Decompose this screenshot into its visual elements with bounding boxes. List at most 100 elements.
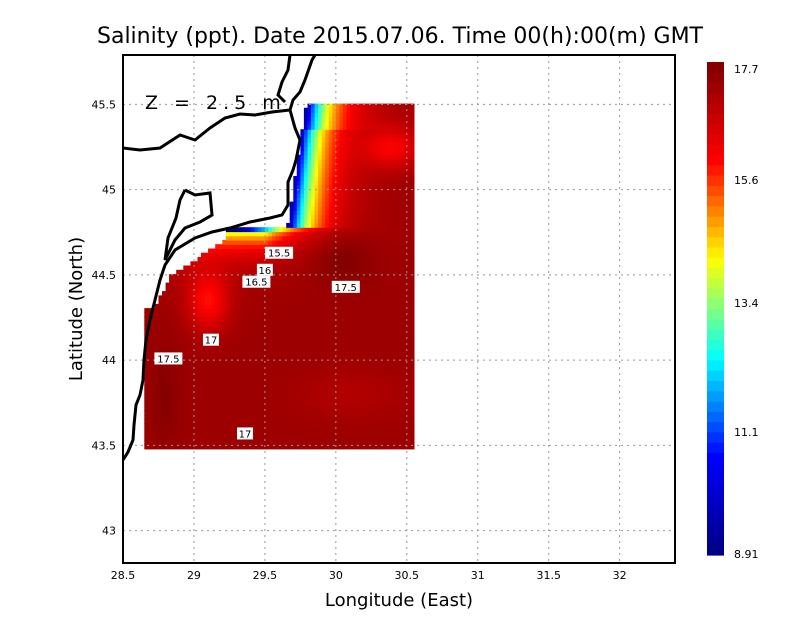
field-cell (183, 282, 188, 288)
x-tick-label: 30.5 (395, 569, 420, 582)
field-cell (332, 120, 337, 126)
field-cell (357, 350, 362, 356)
field-cell (268, 227, 273, 233)
field-cell (204, 346, 209, 352)
field-cell (307, 120, 312, 126)
field-cell (339, 367, 344, 373)
field-cell (275, 427, 280, 433)
field-cell (399, 265, 404, 271)
field-cell (229, 393, 234, 399)
field-cell (382, 193, 387, 198)
field-cell (289, 355, 294, 360)
field-cell (332, 346, 337, 352)
field-cell (289, 346, 294, 352)
field-cell (264, 355, 269, 360)
field-cell (286, 278, 291, 284)
field-cell (385, 342, 390, 348)
field-cell (350, 188, 355, 194)
field-cell (201, 372, 206, 377)
field-cell (254, 252, 259, 258)
field-cell (321, 338, 326, 343)
field-cell (382, 257, 387, 262)
field-cell (325, 141, 330, 147)
field-cell (247, 338, 252, 343)
field-cell (371, 214, 376, 220)
field-cell (225, 431, 230, 437)
field-cell (382, 338, 387, 343)
field-cell (403, 376, 408, 382)
field-cell (300, 316, 305, 322)
field-cell (233, 406, 238, 412)
field-cell (374, 355, 379, 360)
field-cell (328, 120, 333, 126)
field-cell (403, 252, 408, 258)
field-cell (389, 180, 394, 186)
field-cell (282, 303, 287, 309)
field-cell (357, 146, 362, 152)
field-cell (325, 269, 330, 275)
field-cell (396, 376, 401, 382)
field-cell (286, 436, 291, 441)
field-cell (335, 120, 340, 126)
field-cell (162, 414, 167, 420)
field-cell (158, 427, 163, 433)
field-cell (399, 235, 404, 241)
field-cell (204, 299, 209, 305)
field-cell (364, 350, 369, 356)
field-cell (272, 244, 277, 250)
field-cell (204, 359, 209, 365)
field-cell (396, 167, 401, 173)
field-cell (293, 333, 298, 339)
field-cell (264, 401, 269, 407)
field-cell (339, 380, 344, 386)
field-cell (346, 257, 351, 262)
field-cell (176, 423, 181, 429)
field-cell (172, 410, 177, 416)
field-cell (392, 235, 397, 241)
field-cell (318, 282, 323, 288)
field-cell (374, 406, 379, 412)
field-cell (172, 320, 177, 326)
field-cell (176, 376, 181, 382)
field-cell (247, 444, 252, 450)
field-cell (240, 359, 245, 365)
field-cell (194, 436, 199, 441)
field-cell (342, 367, 347, 373)
field-cell (201, 291, 206, 296)
field-cell (346, 124, 351, 130)
field-cell (353, 436, 358, 441)
field-cell (406, 389, 411, 394)
field-cell (275, 308, 280, 313)
field-cell (314, 295, 319, 301)
field-cell (286, 274, 291, 279)
field-cell (371, 231, 376, 237)
field-cell (314, 440, 319, 446)
field-cell (303, 316, 308, 322)
field-cell (367, 214, 372, 220)
field-cell (225, 397, 230, 403)
field-cell (410, 333, 415, 339)
field-cell (389, 406, 394, 412)
field-cell (382, 363, 387, 369)
field-cell (360, 116, 365, 122)
field-cell (240, 261, 245, 267)
field-cell (261, 346, 266, 352)
field-cell (293, 384, 298, 390)
field-cell (303, 329, 308, 335)
field-cell (410, 393, 415, 399)
field-cell (325, 210, 330, 215)
field-cell (325, 431, 330, 437)
field-cell (350, 214, 355, 220)
field-cell (353, 427, 358, 433)
field-cell (353, 372, 358, 377)
field-cell (236, 248, 241, 254)
field-cell (151, 367, 156, 373)
field-cell (410, 269, 415, 275)
field-cell (374, 265, 379, 271)
field-cell (357, 312, 362, 318)
field-cell (218, 406, 223, 412)
field-cell (243, 329, 248, 335)
field-cell (286, 227, 291, 233)
field-cell (410, 295, 415, 301)
field-cell (282, 257, 287, 262)
